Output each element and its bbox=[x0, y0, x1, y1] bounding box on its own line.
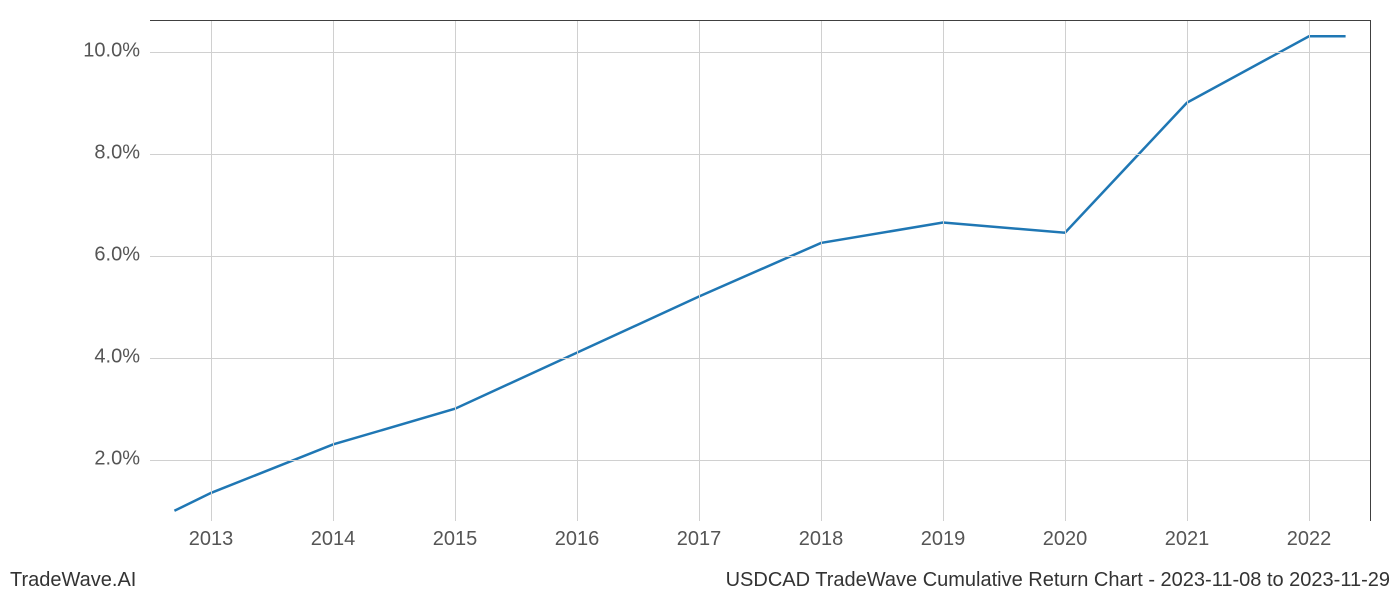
grid-line-vertical bbox=[1187, 21, 1188, 521]
grid-line-vertical bbox=[821, 21, 822, 521]
y-axis-tick-label: 4.0% bbox=[60, 345, 140, 368]
x-axis-tick-label: 2017 bbox=[677, 528, 722, 551]
grid-line-vertical bbox=[455, 21, 456, 521]
x-axis-tick-label: 2022 bbox=[1287, 528, 1332, 551]
grid-line-horizontal bbox=[150, 460, 1370, 461]
y-axis-tick-label: 8.0% bbox=[60, 141, 140, 164]
x-axis-tick-label: 2021 bbox=[1165, 528, 1210, 551]
x-axis-tick-label: 2014 bbox=[311, 528, 356, 551]
grid-line-vertical bbox=[1065, 21, 1066, 521]
y-axis-tick-label: 10.0% bbox=[60, 39, 140, 62]
grid-line-vertical bbox=[699, 21, 700, 521]
grid-line-vertical bbox=[1309, 21, 1310, 521]
grid-line-vertical bbox=[577, 21, 578, 521]
grid-line-vertical bbox=[333, 21, 334, 521]
x-axis-tick-label: 2015 bbox=[433, 528, 478, 551]
grid-line-vertical bbox=[943, 21, 944, 521]
y-axis-tick-label: 6.0% bbox=[60, 243, 140, 266]
x-axis-tick-label: 2019 bbox=[921, 528, 966, 551]
footer-chart-title: USDCAD TradeWave Cumulative Return Chart… bbox=[726, 569, 1390, 592]
footer-brand: TradeWave.AI bbox=[10, 569, 136, 592]
grid-line-horizontal bbox=[150, 358, 1370, 359]
grid-line-horizontal bbox=[150, 256, 1370, 257]
x-axis-tick-label: 2016 bbox=[555, 528, 600, 551]
grid-line-horizontal bbox=[150, 52, 1370, 53]
cumulative-return-line bbox=[174, 36, 1345, 510]
x-axis-tick-label: 2013 bbox=[189, 528, 234, 551]
grid-line-vertical bbox=[211, 21, 212, 521]
chart-plot-area bbox=[150, 20, 1371, 521]
grid-line-horizontal bbox=[150, 154, 1370, 155]
x-axis-tick-label: 2020 bbox=[1043, 528, 1088, 551]
x-axis-tick-label: 2018 bbox=[799, 528, 844, 551]
y-axis-tick-label: 2.0% bbox=[60, 447, 140, 470]
